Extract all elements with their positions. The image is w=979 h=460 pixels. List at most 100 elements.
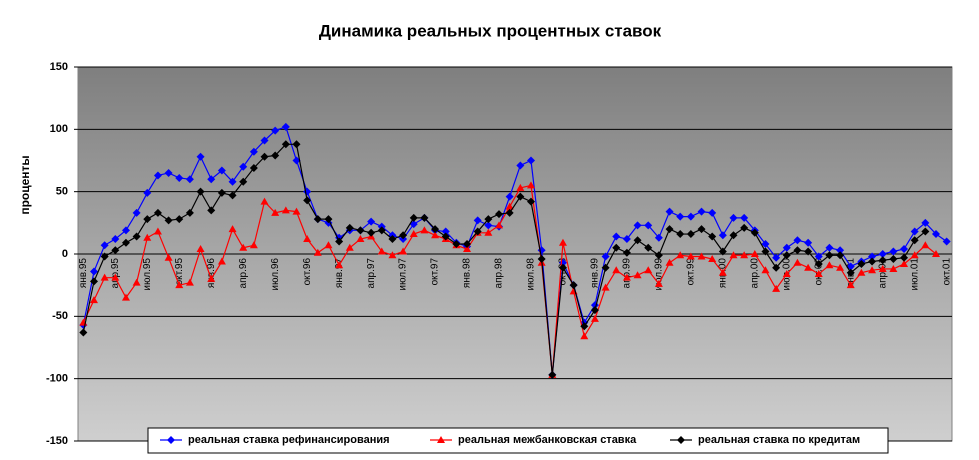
data-point <box>793 246 802 255</box>
data-point <box>526 197 535 206</box>
data-point <box>431 231 440 239</box>
data-point <box>420 226 429 234</box>
data-point <box>292 140 301 149</box>
y-tick-label: 100 <box>50 123 68 135</box>
data-point <box>228 225 237 233</box>
data-point <box>718 247 727 256</box>
data-point <box>622 248 631 257</box>
data-point <box>175 215 184 224</box>
data-point <box>292 156 301 165</box>
data-point <box>804 263 813 271</box>
data-point <box>420 213 429 222</box>
data-point <box>580 332 589 340</box>
data-point <box>356 235 365 243</box>
data-point <box>239 162 248 171</box>
data-point <box>868 252 877 261</box>
data-point <box>324 241 333 249</box>
data-point <box>654 251 663 260</box>
data-point <box>473 216 482 225</box>
data-point <box>548 370 557 379</box>
x-tick-label: апр.97 <box>366 258 377 289</box>
data-point <box>431 225 440 234</box>
data-point <box>367 217 376 226</box>
data-point <box>612 243 621 252</box>
y-tick-label: -150 <box>46 435 68 447</box>
data-point <box>281 140 290 149</box>
x-tick-label: апр.98 <box>494 258 505 289</box>
data-point <box>697 225 706 234</box>
data-point <box>921 227 930 236</box>
data-point <box>409 213 418 222</box>
data-point <box>89 267 98 276</box>
y-tick-label: 0 <box>62 248 68 260</box>
data-point <box>79 328 88 337</box>
data-point <box>100 273 109 281</box>
data-point <box>558 263 567 272</box>
data-point <box>761 240 770 249</box>
x-tick-label: июл.99 <box>654 258 665 291</box>
data-point <box>281 122 290 131</box>
data-point <box>377 226 386 235</box>
data-point <box>185 278 194 286</box>
data-point <box>825 251 834 260</box>
data-point <box>921 218 930 227</box>
data-point <box>239 243 248 251</box>
data-point <box>601 263 610 272</box>
data-point <box>825 261 834 269</box>
x-tick-label: июл.97 <box>398 258 409 291</box>
data-point <box>932 250 941 257</box>
data-point <box>804 238 813 247</box>
series-line <box>82 126 948 375</box>
data-point <box>622 273 631 281</box>
data-point <box>516 161 525 170</box>
data-point <box>644 221 653 230</box>
data-point <box>569 281 578 290</box>
data-point <box>889 247 898 256</box>
data-point <box>889 264 898 272</box>
data-point <box>868 257 877 266</box>
x-tick-label: окт.99 <box>686 258 697 286</box>
data-point <box>132 278 141 286</box>
x-tick-label: янв.96 <box>206 258 217 289</box>
data-point <box>942 237 951 246</box>
data-point <box>484 215 493 224</box>
data-point <box>121 238 130 247</box>
data-point <box>164 253 173 261</box>
data-point <box>857 259 866 268</box>
data-point <box>825 243 834 252</box>
data-point <box>708 232 717 241</box>
data-point <box>260 197 269 205</box>
data-point <box>452 240 461 249</box>
data-point <box>910 236 919 245</box>
data-point <box>878 264 887 272</box>
legend <box>147 427 889 454</box>
data-point <box>633 236 642 245</box>
data-point <box>153 171 162 180</box>
x-tick-label: окт.96 <box>302 258 313 286</box>
data-point <box>121 226 130 235</box>
legend-marker <box>677 436 685 444</box>
data-point <box>345 243 354 251</box>
data-point <box>249 241 258 249</box>
data-point <box>495 210 504 219</box>
x-tick-label: апр.01 <box>877 258 888 289</box>
data-point <box>782 243 791 252</box>
data-point <box>889 254 898 263</box>
data-point <box>772 263 781 272</box>
data-point <box>729 213 738 222</box>
data-point <box>335 237 344 246</box>
data-point <box>900 253 909 262</box>
data-point <box>601 252 610 261</box>
data-point <box>633 271 642 279</box>
data-point <box>409 230 418 238</box>
x-tick-label: июл.96 <box>270 258 281 291</box>
x-tick-label: июл.98 <box>526 258 537 291</box>
data-point <box>335 261 344 269</box>
data-point <box>612 232 621 241</box>
data-point <box>590 314 599 322</box>
data-point <box>175 173 184 182</box>
data-point <box>132 232 141 241</box>
data-point <box>239 177 248 186</box>
data-point <box>260 136 269 145</box>
data-point <box>676 230 685 239</box>
